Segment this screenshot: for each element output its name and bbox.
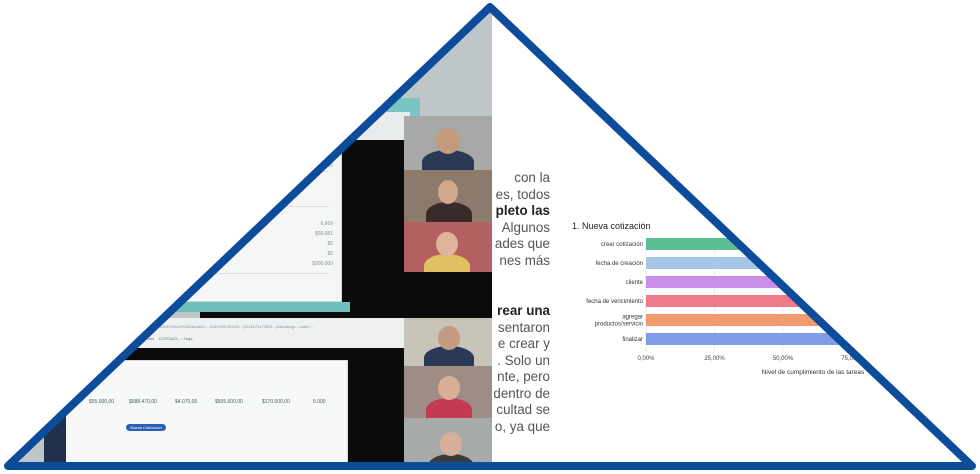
participant-tile [404, 116, 492, 170]
bar [646, 238, 920, 250]
chart-title: 1. Nueva cotización [572, 221, 651, 231]
kpi-card: $55.000,00 [89, 399, 115, 405]
text-line: o, ya que [494, 418, 550, 434]
sheet-value: $900.000 [312, 163, 333, 169]
kpi-card: 5.000 [313, 399, 326, 405]
kpi-card: $170.000,00 [262, 399, 290, 405]
participant-tile [404, 318, 492, 366]
text-line: dentro de [493, 385, 550, 401]
participant-tile [404, 366, 492, 418]
bar [646, 333, 920, 345]
sheet-value: $900.000 [312, 261, 333, 267]
x-tick-label: 0,00% [637, 356, 655, 362]
text-line: Algunos [501, 219, 550, 235]
category-label: fecha de creación [596, 261, 643, 267]
browser-url[interactable]: ...ha-del-1-1629%20&4%20&bookid=...169%2… [140, 324, 314, 329]
text-line: pleto las [495, 203, 550, 218]
browser-tabs: ver mes COTIZACI... - Hoja [140, 336, 192, 341]
bar [646, 295, 920, 307]
category-label: cliente [626, 280, 644, 286]
app-dashboard: $55.000,00 $688.470,00 $4.070,00 $505.60… [56, 360, 348, 466]
participant-tile [404, 170, 492, 222]
spreadsheet-panel: $900.000 6.669 $66.681 $0 $0 $900.000 [170, 150, 342, 302]
sheet-value: $0 [327, 241, 333, 247]
bar [646, 257, 920, 269]
text-line: es, todos [495, 186, 550, 202]
browser-bar: ...ha-del-1-1629%20&4%20&bookid=...169%2… [120, 318, 420, 349]
text-line: sentaron [497, 319, 550, 335]
app-sidebar [44, 405, 66, 466]
browser-tab[interactable]: COTIZACI... - Hoja [158, 336, 193, 341]
text-line [492, 269, 550, 303]
video-gap [404, 272, 492, 318]
task-completion-chart: 1. Nueva cotización 0,00% 25,00% 50,00% 75,0… [572, 221, 920, 376]
text-line: e crear y [497, 336, 550, 351]
sheet-value: $0 [327, 251, 333, 257]
category-label: fecha de vencimiento [586, 299, 643, 305]
category-label: agregar [622, 315, 643, 321]
x-tick-label: 75,00% [841, 356, 862, 362]
participant-tile [404, 222, 492, 274]
category-label: crear cotización [601, 242, 643, 248]
window-controls-bar [300, 112, 410, 142]
kpi-card: $688.470,00 [129, 399, 157, 405]
text-line: nes más [499, 252, 550, 268]
category-label: productos/servicio [595, 322, 644, 328]
text-line: . Solo un [497, 352, 550, 368]
x-tick-label: 25,00% [704, 356, 725, 362]
category-label: finalizar [622, 337, 643, 343]
app-footer-band [140, 302, 350, 312]
document-text: con la es, todos pleto las Algunos ades que n… [492, 170, 550, 435]
sheet-value: $66.681 [314, 231, 333, 237]
video-call-screenshot: $900.000 6.669 $66.681 $0 $0 $900.000 ..… [8, 6, 492, 466]
text-line: ades que [494, 236, 550, 251]
x-axis-label: Nivel de cumplimiento de las tareas [762, 369, 865, 376]
text-line: rear una [497, 303, 550, 318]
browser-tab[interactable]: ver mes [140, 336, 155, 341]
bar [646, 276, 920, 288]
participant-tile [404, 418, 492, 466]
kpi-card: $505.600,00 [215, 399, 243, 405]
text-line: con la [514, 170, 550, 185]
new-quote-button[interactable]: Nueva Cotización [126, 424, 166, 431]
sheet-value: 6.669 [320, 221, 333, 227]
text-line: nte, pero [497, 369, 550, 384]
x-tick-label: 50,00% [773, 356, 794, 362]
kpi-card: $4.070,00 [175, 399, 198, 405]
bar [646, 314, 920, 326]
text-line: cultad se [496, 402, 550, 417]
